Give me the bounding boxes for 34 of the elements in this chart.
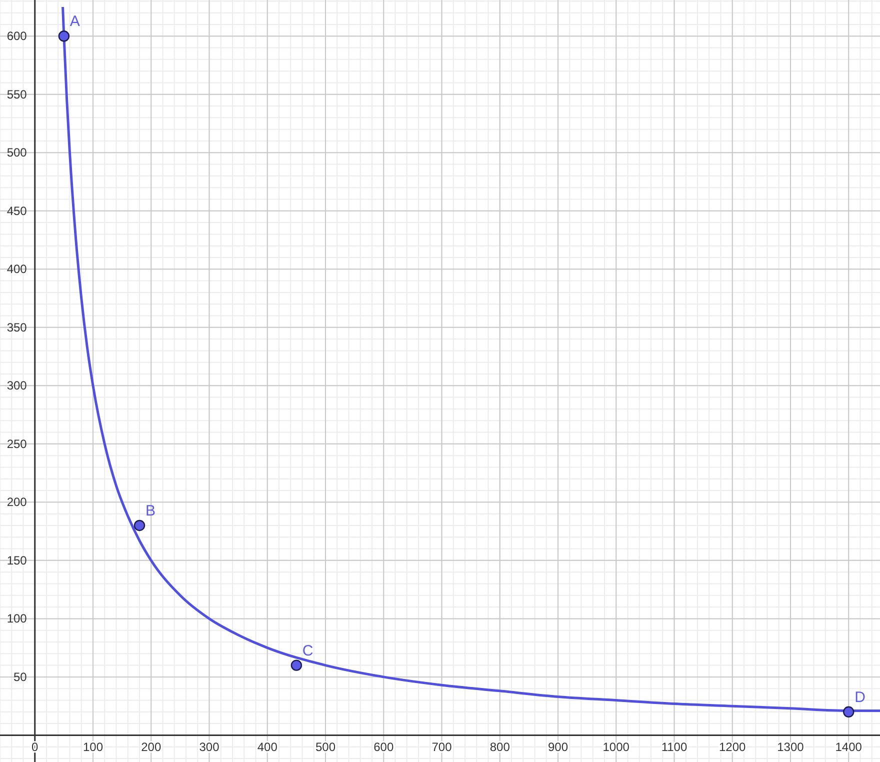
x-tick-label: 400 xyxy=(257,740,278,754)
point xyxy=(58,30,70,42)
y-tick-label: 50 xyxy=(14,670,28,684)
x-tick-label: 500 xyxy=(315,740,336,754)
x-tick-label: 300 xyxy=(199,740,220,754)
annotation: D xyxy=(854,688,866,706)
y-tick-label: 200 xyxy=(6,495,28,510)
x-tick-label: 800 xyxy=(490,740,510,754)
x-tick-label: 1400 xyxy=(835,740,862,754)
y-tick-label: 550 xyxy=(6,87,28,102)
y-tick-label: 150 xyxy=(6,553,28,568)
y-tick-label: 500 xyxy=(6,146,28,160)
y-tick-label: 350 xyxy=(6,320,28,334)
x-tick-label: 1200 xyxy=(719,740,746,754)
x-tick-label: 900 xyxy=(548,740,568,754)
x-tick-label: 1000 xyxy=(602,740,630,754)
x-tick-label: 1100 xyxy=(661,740,688,754)
point xyxy=(134,520,146,532)
x-tick-label: 100 xyxy=(82,740,104,754)
annotation: A xyxy=(70,13,80,30)
y-tick-label: 300 xyxy=(6,378,28,393)
annotation: B xyxy=(146,502,156,520)
x-tick-label: 600 xyxy=(374,740,394,754)
point xyxy=(843,706,854,718)
y-tick-label: 400 xyxy=(6,262,28,276)
y-tick-label: 100 xyxy=(6,612,28,626)
y-tick-label: 600 xyxy=(6,29,28,44)
y-tick-label: 250 xyxy=(6,436,28,451)
x-tick-label: 700 xyxy=(432,740,452,754)
x-tick-label: 1300 xyxy=(777,740,804,754)
y-tick-label: 450 xyxy=(6,204,28,218)
x-tick-label: 200 xyxy=(141,740,162,754)
point xyxy=(290,660,302,671)
annotation: C xyxy=(302,642,314,660)
